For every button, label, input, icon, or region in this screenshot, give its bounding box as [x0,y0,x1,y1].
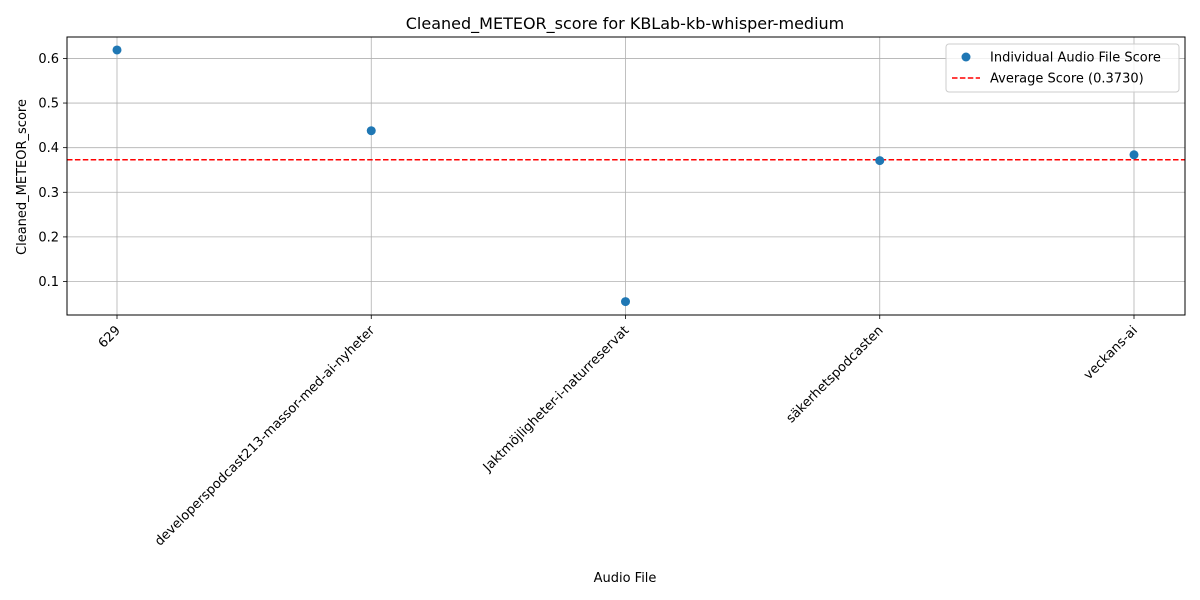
x-tick-label: 629 [96,323,124,351]
data-points [112,45,1139,307]
data-point [621,297,630,307]
data-point [1129,150,1139,160]
chart-title: Cleaned_METEOR_score for KBLab-kb-whispe… [406,14,844,34]
y-tick-label: 0.3 [38,186,59,201]
y-axis-label: Cleaned_METEOR_score [15,99,30,255]
y-tick-label: 0.5 [38,97,59,112]
data-point [112,45,122,55]
legend: Individual Audio File Score Average Scor… [945,43,1180,93]
x-tick-label: Jaktmöjligheter-i-naturreservat [480,323,632,475]
y-tick-label: 0.1 [38,275,59,290]
legend-label-average: Average Score (0.3730) [990,72,1144,87]
plot-area-frame [66,36,1186,316]
y-tick-label: 0.6 [38,52,59,67]
legend-label-scores: Individual Audio File Score [990,51,1161,66]
x-tick-label: developerspodcast213-massor-med-ai-nyhet… [152,323,378,549]
data-point [366,126,376,136]
x-axis-ticks: 629 developerspodcast213-massor-med-ai-ny… [96,315,1141,549]
x-tick-label: säkerhetspodcasten [784,323,887,426]
y-tick-label: 0.2 [38,230,59,245]
x-axis-label: Audio File [594,571,657,586]
y-tick-label: 0.4 [38,141,59,156]
legend-box [945,43,1180,93]
x-tick-label: veckans-ai [1081,323,1141,383]
legend-marker-scores [961,52,971,62]
data-point [875,156,885,166]
y-axis-ticks: 0.1 0.2 0.3 0.4 0.5 0.6 [38,52,67,290]
